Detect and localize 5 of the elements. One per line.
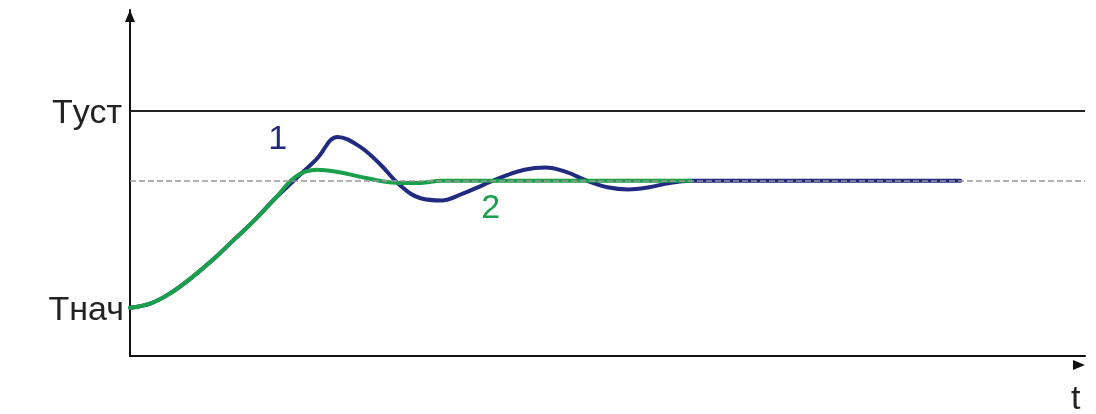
series-label: 2: [481, 186, 501, 225]
annotation: Tнач: [48, 288, 124, 327]
x-axis-title: t: [1071, 378, 1081, 414]
series-label: 1: [268, 117, 288, 156]
ref-line-label: Tуст: [52, 91, 122, 130]
